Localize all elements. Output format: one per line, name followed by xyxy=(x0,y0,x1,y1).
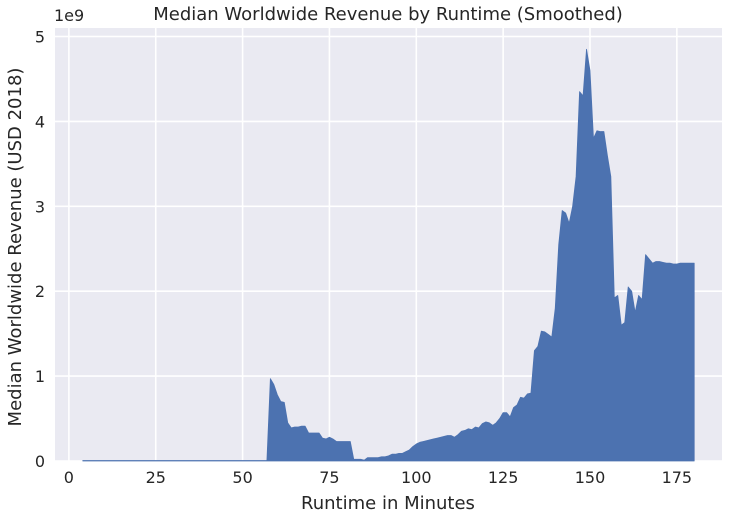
y-tick-labels: 0 1 2 3 4 5 xyxy=(35,27,45,471)
x-tick-labels: 0 25 50 75 100 125 150 175 xyxy=(64,468,692,487)
y-tick-label: 2 xyxy=(35,282,45,301)
x-tick-label: 50 xyxy=(232,468,252,487)
chart-title: Median Worldwide Revenue by Runtime (Smo… xyxy=(153,4,623,25)
y-offset-label: 1e9 xyxy=(54,6,84,25)
area-series xyxy=(82,48,695,462)
area-fill xyxy=(82,48,695,462)
x-tick-label: 25 xyxy=(146,468,166,487)
y-tick-label: 3 xyxy=(35,197,45,216)
x-tick-label: 75 xyxy=(319,468,339,487)
x-tick-label: 175 xyxy=(662,468,693,487)
x-tick-label: 150 xyxy=(575,468,606,487)
y-tick-label: 0 xyxy=(35,452,45,471)
x-tick-label: 100 xyxy=(401,468,432,487)
x-tick-label: 125 xyxy=(488,468,519,487)
y-tick-label: 4 xyxy=(35,112,45,131)
y-tick-label: 1 xyxy=(35,367,45,386)
y-tick-label: 5 xyxy=(35,27,45,46)
y-axis-label: Median Worldwide Revenue (USD 2018) xyxy=(5,68,26,427)
x-tick-label: 0 xyxy=(64,468,74,487)
x-axis-label: Runtime in Minutes xyxy=(301,493,475,514)
